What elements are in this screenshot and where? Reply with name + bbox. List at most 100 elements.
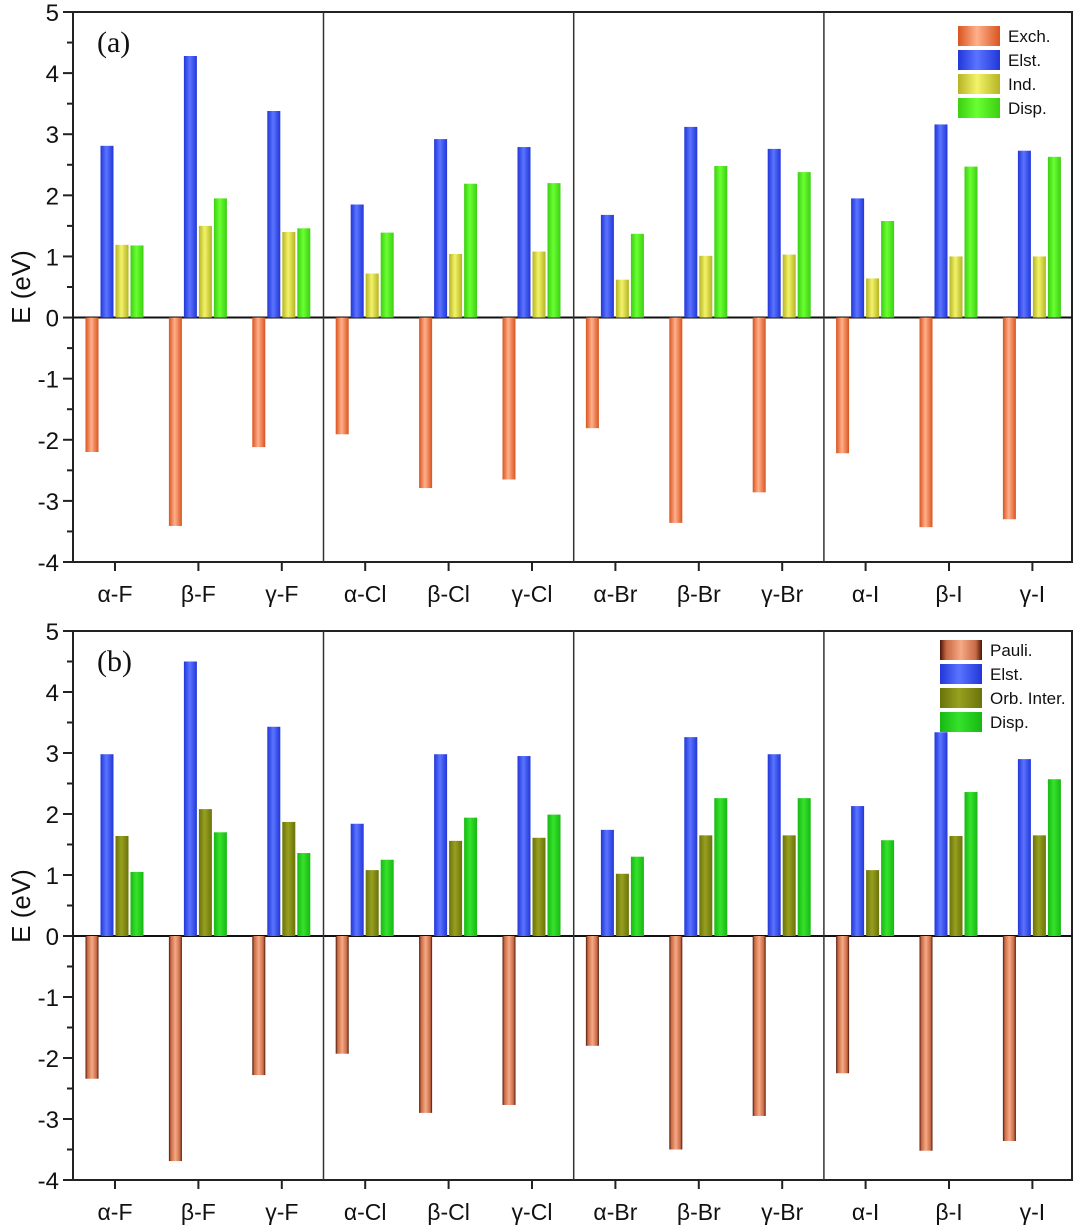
bar-disp-α-Cl [380, 232, 394, 318]
bar-exch-γ-I [1002, 317, 1016, 520]
bars [85, 661, 1061, 1162]
bar-ind-β-F [198, 225, 212, 318]
bar-disp-β-Cl [464, 183, 478, 318]
x-tick-label: β-I [935, 1199, 962, 1225]
x-tick-label: γ-Br [761, 581, 804, 607]
legend-swatch [958, 74, 1000, 94]
bar-disp-β-Br [714, 166, 728, 318]
bar-ind-β-I [949, 256, 963, 318]
bar-orb-inter-γ-F [282, 821, 296, 936]
bar-orb-inter-α-Br [615, 873, 629, 936]
legend-label: Pauli. [990, 641, 1033, 660]
bar-exch-α-Br [585, 317, 599, 429]
bar-ind-α-Br [615, 279, 629, 318]
bar-elst-α-F [100, 754, 114, 936]
x-tick-label: γ-I [1020, 1199, 1046, 1225]
x-tick-label: β-Cl [427, 581, 470, 607]
x-tick-label: γ-F [265, 1199, 298, 1225]
bar-orb-inter-γ-Br [782, 835, 796, 936]
x-tick-label: γ-Br [761, 1199, 804, 1225]
bar-exch-γ-Cl [502, 317, 516, 480]
y-tick-label: 5 [46, 0, 59, 27]
y-tick-label: -1 [38, 985, 59, 1012]
bar-elst-β-Cl [434, 139, 448, 318]
panel-b: -4 -3 -2 -1 0 1 2 3 4 5 α-F β-F γ-F α-Cl β-Cl γ-Cl α-Br β… [6, 619, 1073, 1225]
y-axis-label: E (eV) [6, 869, 36, 943]
bar-disp-β-F [213, 198, 227, 318]
legend-swatch [940, 640, 982, 660]
bar-disp-α-F [130, 871, 144, 936]
bar-orb-inter-α-F [115, 835, 129, 936]
legend-label: Ind. [1008, 75, 1036, 94]
bar-disp-γ-Cl [547, 183, 561, 318]
bar-disp-β-F [213, 832, 227, 936]
bar-disp-α-I [881, 840, 895, 936]
bar-elst-α-I [851, 198, 865, 318]
bar-disp-α-Cl [380, 859, 394, 936]
bar-disp-γ-F [297, 228, 311, 318]
legend-swatch [958, 98, 1000, 118]
x-tick-label: α-F [97, 581, 132, 607]
bar-disp-α-F [130, 245, 144, 318]
bar-pauli-γ-Br [752, 936, 766, 1116]
bar-pauli-α-Cl [335, 936, 349, 1054]
x-tick-label: γ-F [265, 581, 298, 607]
bar-ind-γ-I [1032, 256, 1046, 318]
bar-ind-γ-F [282, 232, 296, 318]
bar-orb-inter-γ-I [1032, 835, 1046, 936]
bar-orb-inter-β-I [949, 835, 963, 936]
bar-pauli-β-I [919, 936, 933, 1151]
panel-label: (a) [97, 26, 130, 59]
bar-disp-γ-I [1047, 779, 1061, 936]
legend-swatch [958, 50, 1000, 70]
x-tick-label: β-Br [677, 1199, 721, 1225]
x-tick-label: α-Br [593, 581, 637, 607]
bar-exch-β-F [168, 317, 182, 526]
x-tick-label: α-I [852, 1199, 879, 1225]
bar-elst-γ-Cl [517, 756, 531, 936]
bar-disp-γ-I [1047, 156, 1061, 318]
bar-disp-γ-Cl [547, 814, 561, 936]
bar-elst-α-Cl [350, 823, 364, 936]
y-tick-label: -2 [38, 1046, 59, 1073]
bar-disp-γ-Br [797, 172, 811, 318]
legend: Exch. Elst. Ind. Disp. [958, 26, 1051, 118]
bar-disp-α-I [881, 221, 895, 318]
legend: Pauli. Elst. Orb. Inter. Disp. [940, 640, 1066, 732]
bar-orb-inter-α-Cl [365, 870, 379, 936]
bar-pauli-β-F [168, 936, 182, 1162]
bar-orb-inter-β-F [198, 809, 212, 936]
axes: -4 -3 -2 -1 0 1 2 3 4 5 α-F β-F γ-F α-Cl β-Cl γ-Cl α-Br β… [38, 619, 1072, 1225]
y-tick-label: -2 [38, 428, 59, 455]
bar-orb-inter-γ-Cl [532, 837, 546, 936]
bar-elst-α-Br [600, 829, 614, 936]
bar-pauli-α-I [836, 936, 850, 1074]
bar-elst-γ-Br [767, 148, 781, 318]
x-tick-label: γ-Cl [512, 581, 553, 607]
legend-swatch [940, 688, 982, 708]
bar-elst-α-I [851, 806, 865, 936]
bar-pauli-γ-Cl [502, 936, 516, 1105]
y-tick-label: -3 [38, 489, 59, 516]
y-tick-label: 2 [46, 183, 59, 210]
legend-swatch [940, 664, 982, 684]
x-tick-label: α-Cl [344, 581, 387, 607]
bar-orb-inter-β-Br [699, 835, 713, 936]
bar-exch-α-Cl [335, 317, 349, 435]
bar-elst-β-F [183, 661, 197, 936]
bar-ind-α-Cl [365, 273, 379, 318]
bar-pauli-γ-F [252, 936, 266, 1076]
legend-label: Disp. [1008, 99, 1047, 118]
y-tick-label: -4 [38, 1168, 59, 1195]
bar-elst-γ-I [1017, 759, 1031, 936]
bar-exch-α-F [85, 317, 99, 452]
x-tick-label: α-F [97, 1199, 132, 1225]
bar-ind-α-I [866, 278, 880, 318]
bar-exch-β-Br [669, 317, 683, 523]
bar-pauli-α-F [85, 936, 99, 1079]
bar-ind-β-Cl [449, 254, 463, 318]
bar-elst-γ-Br [767, 754, 781, 936]
legend-label: Elst. [1008, 51, 1041, 70]
x-tick-label: α-Br [593, 1199, 637, 1225]
